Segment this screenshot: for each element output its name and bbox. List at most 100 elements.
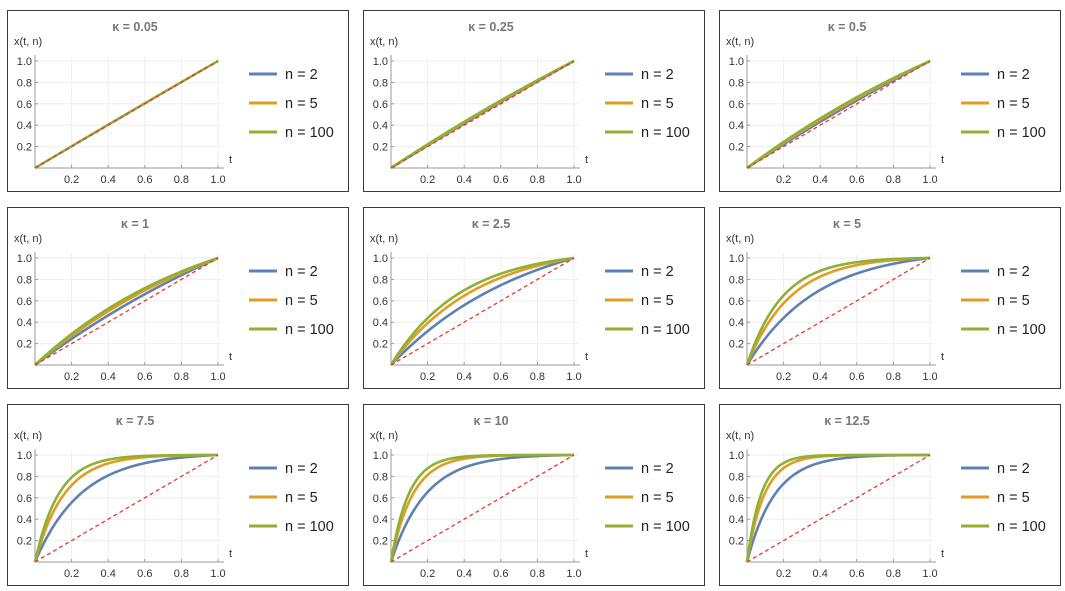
x-axis-label: t bbox=[941, 548, 944, 560]
panel-plot: 0.2 0.4 0.6 0.8 1.0 0.2 0.4 0.6 0.8 1.0 t x(t, n) κ … bbox=[370, 217, 690, 383]
x-tick-label: 0.2 bbox=[420, 174, 435, 186]
legend-label: n = 100 bbox=[997, 125, 1046, 141]
series-line bbox=[745, 453, 930, 563]
series-line bbox=[389, 256, 575, 366]
x-tick-label: 0.4 bbox=[101, 174, 116, 186]
x-axis-label: t bbox=[585, 154, 588, 166]
y-tick-label: 0.8 bbox=[373, 471, 388, 483]
chart-panel: 0.2 0.4 0.6 0.8 1.0 0.2 0.4 0.6 0.8 1.0 t x(t, n) κ … bbox=[363, 10, 705, 192]
legend-label: n = 100 bbox=[285, 125, 334, 141]
y-tick-label: 0.6 bbox=[373, 99, 388, 111]
y-tick-label: 0.2 bbox=[373, 339, 388, 351]
chart-panel: 0.2 0.4 0.6 0.8 1.0 0.2 0.4 0.6 0.8 1.0 t x(t, n) κ … bbox=[363, 207, 705, 389]
series-line bbox=[390, 59, 575, 170]
x-tick-label: 0.8 bbox=[530, 568, 545, 580]
reference-line bbox=[390, 60, 575, 169]
y-tick-label: 0.8 bbox=[373, 274, 388, 286]
y-axis-label: x(t, n) bbox=[370, 233, 398, 245]
legend-label: n = 2 bbox=[997, 264, 1030, 280]
chart-panel: 0.2 0.4 0.6 0.8 1.0 0.2 0.4 0.6 0.8 1.0 t x(t, n) κ … bbox=[7, 207, 349, 389]
x-tick-label: 0.4 bbox=[101, 568, 116, 580]
y-axis-label: x(t, n) bbox=[370, 430, 398, 442]
legend-label: n = 2 bbox=[285, 67, 318, 83]
x-tick-label: 0.6 bbox=[493, 568, 508, 580]
legend-label: n = 100 bbox=[641, 125, 690, 141]
series-line bbox=[389, 256, 575, 366]
series-line bbox=[33, 453, 219, 563]
legend-label: n = 2 bbox=[641, 264, 674, 280]
y-axis-label: x(t, n) bbox=[726, 36, 754, 48]
series-line bbox=[33, 453, 218, 563]
y-tick-label: 1.0 bbox=[373, 253, 388, 265]
panel-plot: 0.2 0.4 0.6 0.8 1.0 0.2 0.4 0.6 0.8 1.0 t x(t, n) κ … bbox=[726, 20, 1046, 186]
y-tick-label: 0.8 bbox=[729, 471, 744, 483]
y-tick-label: 0.2 bbox=[17, 339, 32, 351]
panel-title: κ = 5 bbox=[833, 217, 861, 231]
reference-line bbox=[34, 60, 219, 169]
x-tick-label: 0.4 bbox=[457, 174, 472, 186]
legend-label: n = 5 bbox=[997, 96, 1030, 112]
y-tick-label: 1.0 bbox=[373, 450, 388, 462]
x-tick-label: 0.4 bbox=[813, 568, 828, 580]
x-axis-label: t bbox=[941, 154, 944, 166]
reference-line bbox=[390, 257, 575, 366]
x-tick-label: 0.6 bbox=[493, 371, 508, 383]
x-tick-label: 0.8 bbox=[886, 371, 901, 383]
y-tick-label: 0.8 bbox=[17, 274, 32, 286]
x-tick-label: 0.6 bbox=[849, 568, 864, 580]
y-tick-label: 0.4 bbox=[729, 514, 744, 526]
x-tick-label: 0.8 bbox=[174, 371, 189, 383]
x-tick-label: 0.2 bbox=[776, 371, 791, 383]
x-axis-label: t bbox=[941, 351, 944, 363]
reference-line bbox=[390, 454, 575, 563]
legend-label: n = 5 bbox=[285, 490, 318, 506]
x-axis-label: t bbox=[229, 351, 232, 363]
x-tick-label: 0.2 bbox=[64, 371, 79, 383]
legend-label: n = 5 bbox=[285, 293, 318, 309]
panel-title: κ = 2.5 bbox=[472, 217, 511, 231]
reference-line bbox=[746, 60, 931, 169]
y-tick-label: 0.6 bbox=[17, 99, 32, 111]
x-tick-label: 0.8 bbox=[174, 174, 189, 186]
x-tick-label: 1.0 bbox=[922, 371, 937, 383]
y-tick-label: 1.0 bbox=[17, 450, 32, 462]
y-axis-label: x(t, n) bbox=[726, 430, 754, 442]
chart-panel: 0.2 0.4 0.6 0.8 1.0 0.2 0.4 0.6 0.8 1.0 t x(t, n) κ … bbox=[7, 10, 349, 192]
panel-title: κ = 12.5 bbox=[824, 414, 870, 428]
y-tick-label: 0.6 bbox=[17, 296, 32, 308]
legend-label: n = 100 bbox=[997, 519, 1046, 535]
panel-title: κ = 1 bbox=[121, 217, 149, 231]
y-tick-label: 1.0 bbox=[17, 253, 32, 265]
y-tick-label: 0.2 bbox=[17, 536, 32, 548]
series-line bbox=[745, 256, 931, 366]
x-tick-label: 1.0 bbox=[922, 174, 937, 186]
y-tick-label: 0.4 bbox=[729, 120, 744, 132]
panel-plot: 0.2 0.4 0.6 0.8 1.0 0.2 0.4 0.6 0.8 1.0 t x(t, n) κ … bbox=[370, 414, 690, 580]
y-tick-label: 0.6 bbox=[729, 296, 744, 308]
series-line bbox=[34, 256, 219, 366]
x-axis-label: t bbox=[229, 154, 232, 166]
x-tick-label: 1.0 bbox=[210, 174, 225, 186]
y-tick-label: 0.2 bbox=[373, 142, 388, 154]
chart-panel: 0.2 0.4 0.6 0.8 1.0 0.2 0.4 0.6 0.8 1.0 t x(t, n) κ … bbox=[719, 404, 1061, 586]
reference-line bbox=[746, 454, 931, 563]
y-tick-label: 0.6 bbox=[729, 493, 744, 505]
x-tick-label: 0.8 bbox=[886, 568, 901, 580]
panel-title: κ = 0.5 bbox=[828, 20, 867, 34]
chart-panel: 0.2 0.4 0.6 0.8 1.0 0.2 0.4 0.6 0.8 1.0 t x(t, n) κ … bbox=[7, 404, 349, 586]
y-tick-label: 0.6 bbox=[373, 493, 388, 505]
chart-panel: 0.2 0.4 0.6 0.8 1.0 0.2 0.4 0.6 0.8 1.0 t x(t, n) κ … bbox=[363, 404, 705, 586]
y-tick-label: 1.0 bbox=[729, 56, 744, 68]
chart-panel: 0.2 0.4 0.6 0.8 1.0 0.2 0.4 0.6 0.8 1.0 t x(t, n) κ … bbox=[719, 10, 1061, 192]
x-tick-label: 1.0 bbox=[922, 568, 937, 580]
x-tick-label: 0.8 bbox=[530, 371, 545, 383]
panel-title: κ = 0.25 bbox=[468, 20, 514, 34]
x-tick-label: 0.4 bbox=[101, 371, 116, 383]
y-tick-label: 1.0 bbox=[17, 56, 32, 68]
y-tick-label: 1.0 bbox=[373, 56, 388, 68]
y-tick-label: 0.4 bbox=[17, 514, 32, 526]
y-tick-label: 0.8 bbox=[729, 77, 744, 89]
x-tick-label: 0.2 bbox=[64, 174, 79, 186]
y-tick-label: 1.0 bbox=[729, 450, 744, 462]
x-tick-label: 1.0 bbox=[210, 371, 225, 383]
